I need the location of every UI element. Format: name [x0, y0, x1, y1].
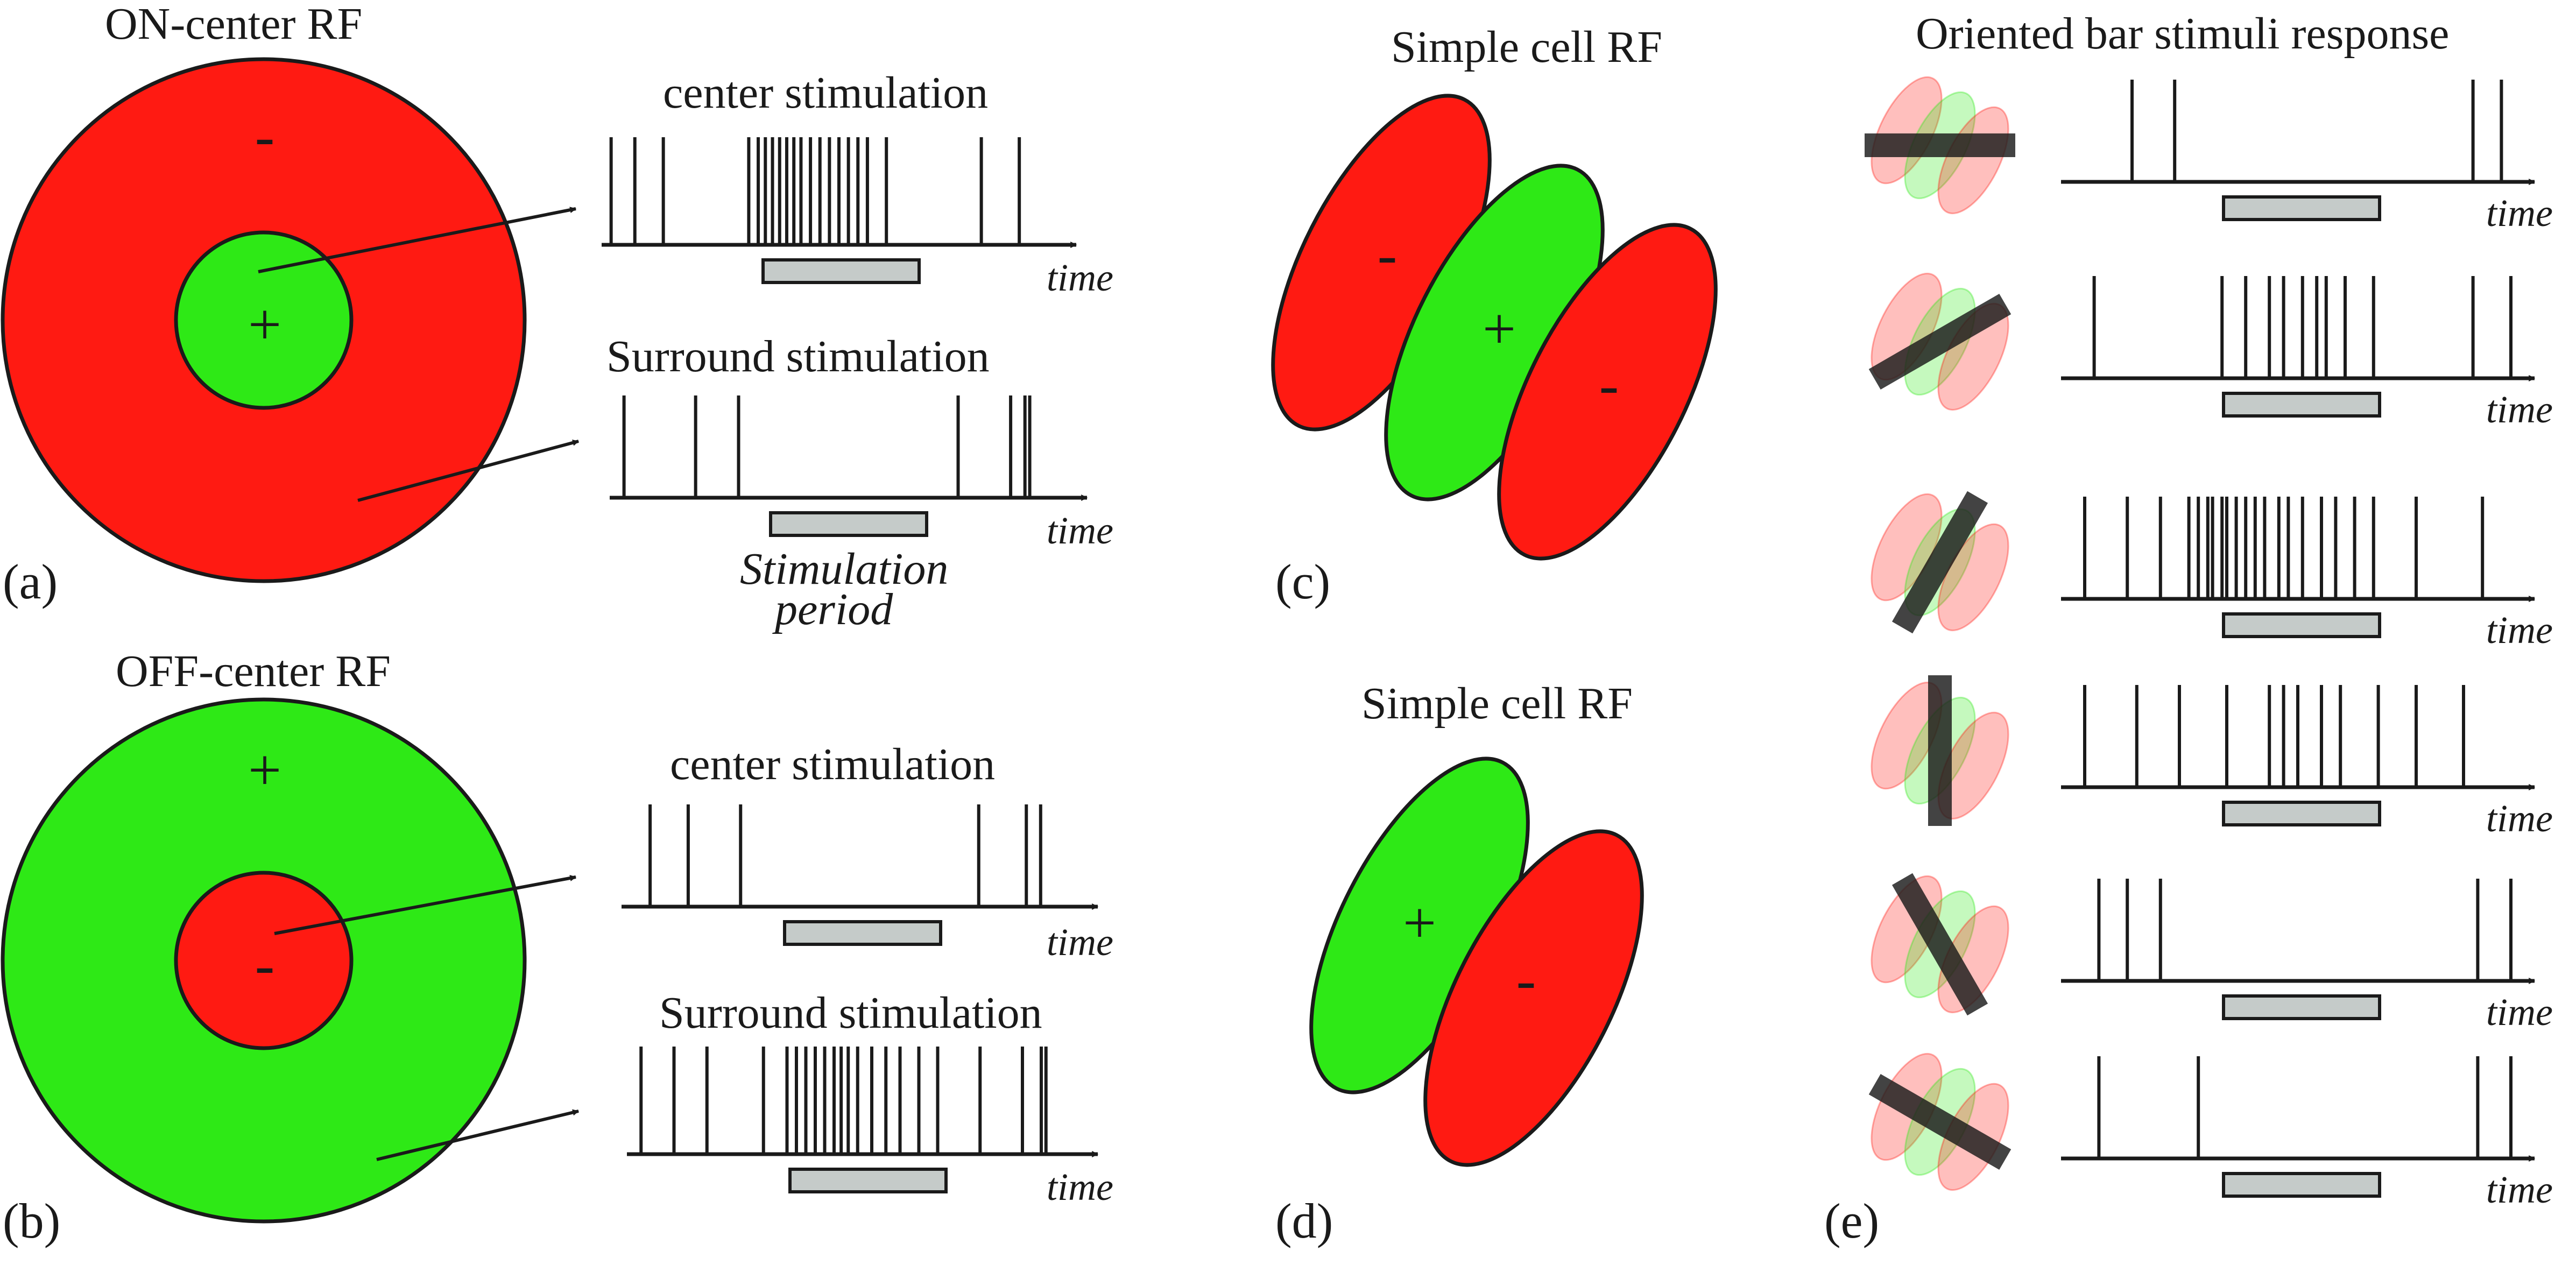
- trace-a-surround-title: Surround stimulation: [606, 331, 990, 381]
- trace-e-row-4-stimulus-bar: [2222, 801, 2381, 826]
- simple-cell-d-sign-plus: +: [1403, 890, 1436, 956]
- arrow-center-to-trace: [258, 207, 577, 273]
- trace-a-surround-time-label: time: [1047, 509, 1113, 552]
- oriented-bar-icon: [1868, 293, 2012, 390]
- panel-d-title: Simple cell RF: [1361, 679, 1633, 729]
- arrow-surround-to-trace: [357, 440, 580, 502]
- panel-e-title: Oriented bar stimuli response: [1916, 9, 2449, 59]
- orientation-row-2: [1868, 272, 2012, 411]
- arrow-center-to-trace-b: [274, 875, 577, 935]
- panel-c-title: Simple cell RF: [1391, 22, 1662, 72]
- on-center-center: [174, 230, 354, 410]
- panel-d-label: (d): [1275, 1193, 1333, 1248]
- trace-b-surround-stimulus-bar: [788, 1168, 948, 1193]
- trace-b-center: time: [622, 804, 1113, 964]
- trace-e-row-4: time: [2061, 685, 2553, 840]
- trace-e-row-5-time-label: time: [2486, 991, 2553, 1034]
- trace-e-row-2-stimulus-bar: [2222, 392, 2381, 418]
- arrow-surround-to-trace-b: [376, 1109, 580, 1161]
- on-center-surround-sign: -: [255, 103, 275, 169]
- off-center-center-sign: -: [255, 932, 275, 998]
- panel-b: OFF-center RF + - center stimulation Sur…: [1, 646, 1042, 1248]
- panel-e: Oriented bar stimuli response (e): [1824, 9, 2449, 1248]
- trace-e-row-1-stimulus-bar: [2222, 195, 2381, 221]
- oriented-bar-icon: [1865, 133, 2015, 157]
- trace-e-row-2: time: [2061, 276, 2553, 431]
- trace-b-center-stimulus-bar: [783, 920, 942, 946]
- panel-b-label: (b): [3, 1193, 60, 1248]
- trace-a-center-time-label: time: [1047, 256, 1113, 299]
- simple-cell-c-sign-center: +: [1483, 296, 1516, 362]
- trace-a-center-stimulus-bar: [761, 258, 921, 284]
- panel-a: ON-center RF - + center stimulation Surr…: [1, 0, 990, 634]
- trace-e-row-4-time-label: time: [2486, 797, 2553, 840]
- stimulation-period-line1: Stimulation: [740, 544, 948, 594]
- trace-b-surround-title: Surround stimulation: [659, 988, 1042, 1038]
- orientation-row-1: [1865, 76, 2015, 215]
- on-center-center-sign: +: [248, 292, 281, 357]
- trace-e-row-2-time-label: time: [2486, 388, 2553, 431]
- panel-a-title: ON-center RF: [105, 0, 362, 49]
- panel-a-label: (a): [3, 554, 58, 609]
- oriented-bar-icon: [1868, 1073, 2012, 1170]
- oriented-bar-icon: [1928, 675, 1952, 826]
- trace-b-surround: time: [627, 1047, 1113, 1209]
- simple-cell-d-sign-minus: -: [1516, 947, 1536, 1013]
- trace-e-row-6-time-label: time: [2486, 1168, 2553, 1211]
- panel-d: Simple cell RF + - (d): [1275, 679, 1644, 1248]
- trace-a-surround: time: [610, 395, 1113, 552]
- trace-e-row-5-stimulus-bar: [2222, 994, 2381, 1020]
- trace-e-row-3-time-label: time: [2486, 609, 2553, 652]
- trace-e-row-1-time-label: time: [2486, 192, 2553, 235]
- trace-b-surround-time-label: time: [1047, 1165, 1113, 1209]
- trace-b-center-title: center stimulation: [670, 739, 995, 789]
- simple-cell-c-sign-left: -: [1378, 222, 1398, 287]
- trace-e-row-5: time: [2061, 879, 2553, 1034]
- trace-e-row-1: time: [2061, 80, 2553, 235]
- panel-e-label: (e): [1824, 1193, 1879, 1248]
- stimulation-period-line2: period: [772, 584, 893, 634]
- oriented-bar-icon: [1892, 491, 1988, 634]
- orientation-row-4: [1871, 675, 2009, 826]
- simple-cell-d-minus-lobe: [1423, 829, 1644, 1167]
- spike-trains: time time time time time time time time time time: [602, 80, 2553, 1211]
- orientation-row-3: [1871, 491, 2009, 634]
- trace-e-row-6: time: [2061, 1056, 2553, 1211]
- trace-e-row-6-stimulus-bar: [2222, 1172, 2381, 1198]
- trace-a-center-title: center stimulation: [663, 68, 988, 118]
- simple-cell-c-sign-right: -: [1599, 352, 1619, 418]
- orientation-row-6: [1868, 1052, 2012, 1191]
- off-center-center: [174, 871, 354, 1050]
- oriented-bar-icon: [1892, 873, 1988, 1016]
- orientation-row-5: [1871, 873, 2009, 1016]
- simple-cell-c-right-lobe: [1497, 223, 1718, 561]
- trace-e-row-3: time: [2061, 497, 2553, 652]
- trace-a-center: time: [602, 137, 1113, 299]
- trace-e-row-3-stimulus-bar: [2222, 612, 2381, 638]
- off-center-surround-sign: +: [248, 737, 281, 803]
- trace-b-center-time-label: time: [1047, 921, 1113, 964]
- trace-a-surround-stimulus-bar: [769, 511, 928, 537]
- panel-c-label: (c): [1275, 554, 1330, 609]
- orientation-rows: [1865, 76, 2015, 1191]
- panel-b-title: OFF-center RF: [116, 646, 391, 696]
- panel-c: Simple cell RF - + - (c): [1271, 22, 1718, 609]
